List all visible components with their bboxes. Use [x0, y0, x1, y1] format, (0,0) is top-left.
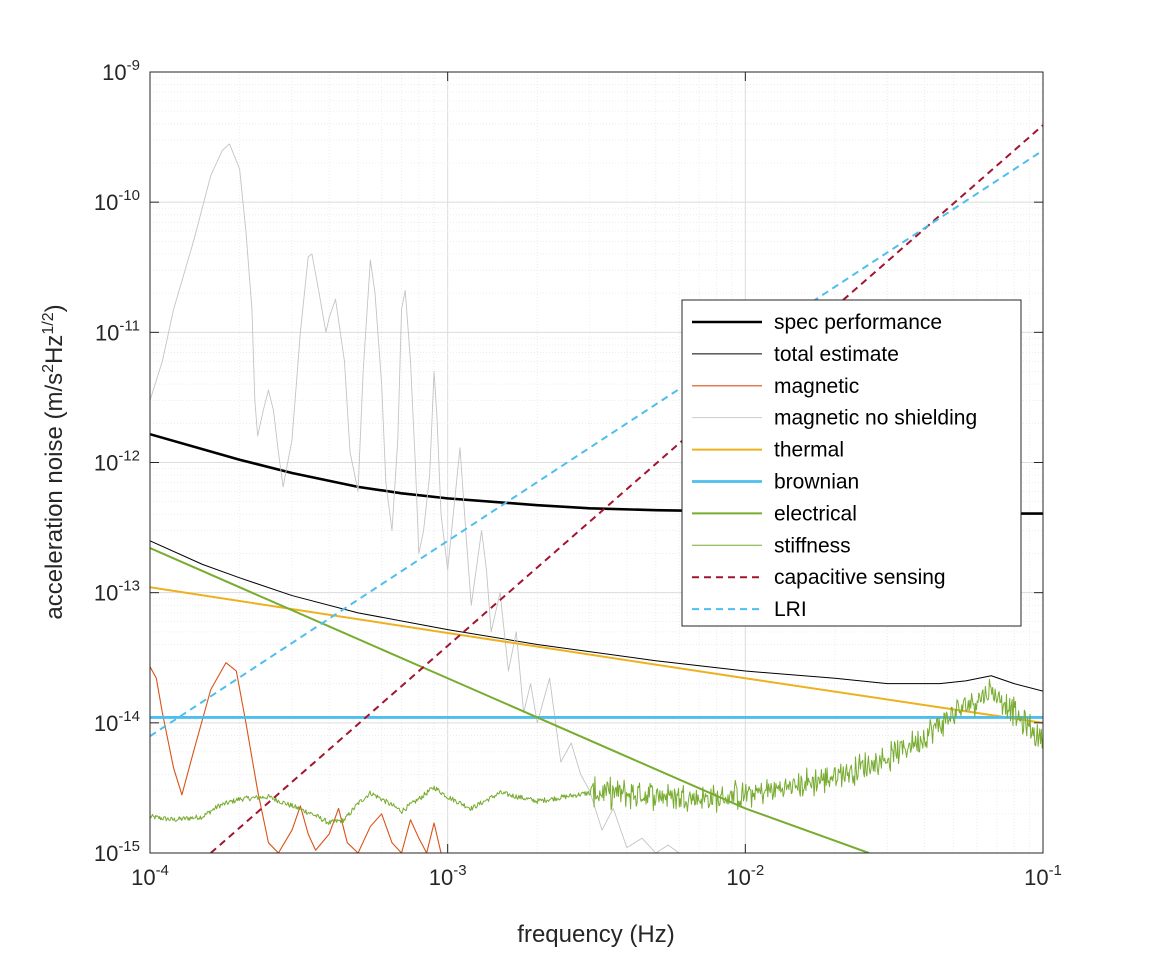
series-electrical: [150, 547, 870, 853]
legend-label-lri: LRI: [774, 598, 807, 621]
series-magnetic-no-shielding: [150, 143, 680, 853]
y-tick-label: 10-13: [94, 578, 140, 606]
x-axis-label: frequency (Hz): [517, 921, 674, 948]
y-axis-label-mid: Hz: [41, 335, 68, 364]
series-stiffness: [150, 678, 1043, 825]
x-tick-label: 10-1: [1024, 862, 1062, 890]
legend-label-capacitive-sensing: capacitive sensing: [774, 566, 946, 589]
y-tick-label: 10-10: [94, 187, 140, 215]
series-magnetic: [150, 662, 442, 853]
legend-label-thermal: thermal: [774, 439, 844, 462]
x-tick-label: 10-3: [429, 862, 467, 890]
legend-label-stiffness: stiffness: [774, 534, 851, 557]
series-total-estimate: [150, 540, 1043, 692]
legend-label-magnetic: magnetic: [774, 375, 859, 398]
y-tick-label: 10-9: [102, 57, 140, 85]
y-axis-label-suffix: ): [41, 304, 68, 312]
legend-label-spec-performance: spec performance: [774, 311, 942, 334]
y-axis-label-sup1: 2: [40, 364, 57, 373]
data-series: [150, 124, 1043, 853]
y-axis-label-sup2: 1/2: [40, 312, 57, 334]
x-tick-label: 10-2: [726, 862, 764, 890]
legend-label-brownian: brownian: [774, 471, 859, 494]
legend-label-electrical: electrical: [774, 502, 857, 525]
y-axis-label-prefix: acceleration noise (m/s: [41, 373, 68, 620]
y-axis-label: acceleration noise (m/s2Hz1/2): [40, 304, 68, 619]
legend-label-total-estimate: total estimate: [774, 343, 899, 366]
y-tick-label: 10-12: [94, 448, 140, 476]
axis-ticks: 10-4 10-3 10-2 10-1 10-15 10-14 10-13 10-12 10-1…: [94, 57, 1062, 890]
legend: spec performance total estimate magnetic ma…: [681, 299, 1022, 627]
legend-label-magnetic-no-shielding: magnetic no shielding: [774, 407, 977, 430]
series-lri: [150, 149, 1043, 737]
y-tick-label: 10-14: [94, 708, 140, 736]
series-capacitive-sensing: [210, 124, 1043, 853]
series-thermal: [150, 586, 1043, 724]
x-tick-label: 10-4: [131, 862, 169, 890]
y-tick-label: 10-11: [95, 317, 140, 345]
y-tick-label: 10-15: [94, 838, 140, 866]
